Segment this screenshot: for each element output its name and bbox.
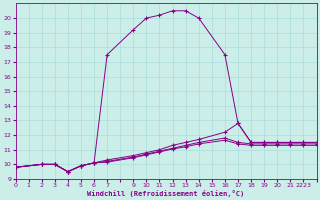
X-axis label: Windchill (Refroidissement éolien,°C): Windchill (Refroidissement éolien,°C)	[87, 190, 245, 197]
